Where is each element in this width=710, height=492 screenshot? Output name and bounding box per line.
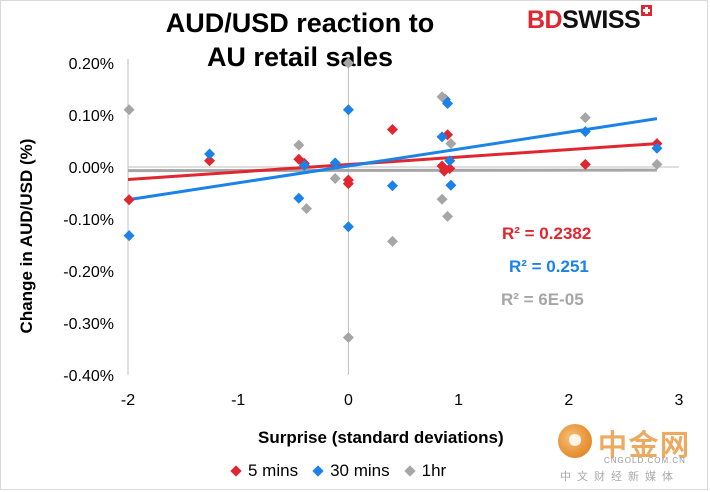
data-point-5min	[386, 124, 398, 136]
bdswiss-logo: BDSWISS	[527, 5, 653, 35]
r2-label-1hr: R² = 6E-05	[501, 290, 584, 309]
legend-marker-1hr	[403, 465, 416, 477]
data-point-1hr	[436, 91, 448, 103]
y-axis-label: Change in AUD/USD (%)	[17, 138, 36, 334]
data-point-5min	[444, 163, 456, 175]
x-tick-label: -1	[231, 392, 245, 409]
trendline-1hr	[127, 168, 657, 173]
x-tick-label: -2	[121, 392, 135, 409]
y-tick-label: -0.40%	[63, 368, 114, 385]
legend-item-1hr: 1hr	[403, 461, 447, 481]
data-point-30min	[298, 159, 310, 171]
legend-item-5min: 5 mins	[230, 461, 299, 481]
x-tick-label: 3	[675, 392, 684, 409]
data-point-30min	[442, 98, 454, 110]
y-tick-label: -0.10%	[63, 212, 114, 229]
data-point-30min	[204, 148, 216, 160]
data-point-30min	[445, 179, 457, 191]
legend-label-5min: 5 mins	[248, 461, 299, 480]
data-point-1hr	[445, 138, 457, 150]
r2-label-5min: R² = 0.2382	[502, 224, 592, 243]
chart-title-line-1: AUD/USD reaction to	[165, 8, 435, 38]
y-tick-label: 0.20%	[69, 56, 114, 73]
x-tick-label: 1	[454, 392, 463, 409]
data-point-1hr	[301, 203, 313, 215]
y-tick-label: -0.30%	[63, 316, 114, 333]
data-point-1hr	[329, 172, 341, 184]
legend-item-30min: 30 mins	[312, 461, 390, 481]
data-point-1hr	[651, 158, 663, 170]
data-point-30min	[342, 104, 354, 116]
data-point-30min	[293, 192, 305, 204]
legend-marker-5min	[230, 465, 242, 477]
data-point-30min	[386, 180, 398, 192]
brand-left: BD	[527, 6, 563, 34]
data-point-30min	[436, 131, 448, 143]
data-point-5min	[123, 194, 135, 206]
data-point-1hr	[579, 112, 591, 124]
cngold-logo-icon	[558, 424, 592, 458]
data-point-30min	[342, 221, 354, 233]
data-point-1hr	[442, 210, 454, 222]
trendline-5min	[127, 142, 658, 181]
x-tick-label: 0	[344, 392, 353, 409]
chart-legend: 5 mins 30 mins 1hr	[230, 461, 462, 481]
data-point-30min	[651, 142, 663, 154]
data-point-30min	[329, 157, 341, 169]
chart-title-line-2: AU retail sales	[206, 42, 394, 72]
data-point-30min	[579, 126, 591, 138]
y-tick-label: -0.20%	[63, 264, 114, 281]
data-point-1hr	[293, 139, 305, 151]
cngold-watermark: 中金网 CNGOLD.COM.CN 中文财经新媒体	[556, 418, 706, 484]
data-point-5min	[204, 155, 216, 167]
legend-label-30min: 30 mins	[330, 461, 390, 480]
x-axis-label: Surprise (standard deviations)	[258, 428, 504, 447]
x-tick-label: 2	[564, 392, 573, 409]
legend-label-1hr: 1hr	[421, 461, 447, 480]
brand-right: SWISS	[562, 6, 641, 34]
y-tick-label: 0.00%	[69, 160, 114, 177]
data-point-5min	[342, 178, 354, 190]
y-tick-label: 0.10%	[69, 108, 114, 125]
data-point-1hr	[436, 193, 448, 205]
watermark-subtitle: 中文财经新媒体	[560, 471, 679, 483]
data-point-1hr	[342, 57, 354, 69]
trendline-30min	[127, 117, 658, 202]
r2-label-30min: R² = 0.251	[509, 257, 589, 276]
data-point-1hr	[342, 332, 354, 344]
data-point-30min	[444, 155, 456, 167]
data-point-1hr	[123, 104, 135, 116]
legend-marker-30min	[312, 465, 324, 477]
watermark-title: 中金网	[598, 430, 692, 462]
watermark-url: CNGOLD.COM.CN	[604, 456, 686, 465]
data-point-1hr	[386, 235, 398, 247]
data-point-30min	[123, 230, 135, 242]
swiss-cross-icon	[641, 5, 653, 16]
data-point-5min	[579, 158, 591, 170]
